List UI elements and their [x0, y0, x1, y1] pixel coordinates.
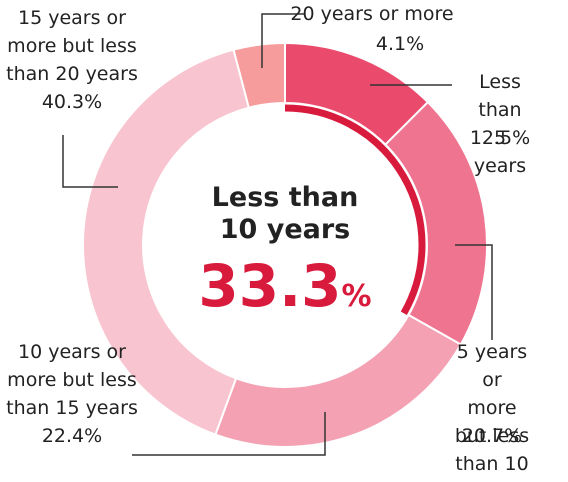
segment-value-label: 12.5% — [469, 127, 531, 149]
center-value: 33.3 — [198, 252, 342, 320]
donut-segment — [232, 41, 286, 109]
donut-segment — [214, 313, 463, 448]
donut-segment — [82, 48, 251, 436]
center-arc — [284, 104, 426, 315]
segment-value-label: 20.7% — [461, 425, 523, 447]
segment-value-label: 22.4% — [41, 425, 103, 447]
center-value-group: 33.3% — [198, 252, 371, 320]
leader-line — [261, 13, 305, 68]
segment-value-label: 4.1% — [375, 33, 425, 55]
segment-label: 10 years or more but less than 15 years — [6, 341, 138, 419]
leader-line — [132, 412, 326, 456]
segment-label: Less than 5 years — [473, 71, 527, 177]
center-title: Less than 10 years — [211, 182, 359, 245]
leader-line — [455, 244, 493, 340]
segment-label: 15 years or more but less than 20 years — [6, 7, 138, 85]
segment-label: 5 years or more but less than 10 years — [454, 341, 530, 482]
segment-value-label: 40.3% — [41, 91, 103, 113]
center-unit: % — [341, 279, 372, 314]
leader-line — [62, 135, 118, 188]
segment-label: 20 years or more — [290, 3, 454, 25]
